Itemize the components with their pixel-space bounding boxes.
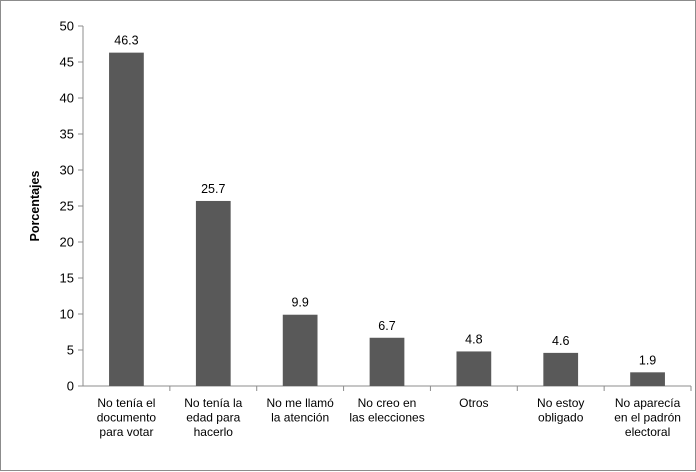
data-label: 9.9 xyxy=(291,296,308,310)
bar xyxy=(369,337,405,386)
x-category-label: No estoy xyxy=(537,396,584,410)
x-category-label: electoral xyxy=(625,425,670,439)
data-label: 4.6 xyxy=(552,334,569,348)
x-category-label: No tenía la xyxy=(184,396,242,410)
x-category-label: la atención xyxy=(271,411,329,425)
bar xyxy=(630,372,665,386)
bar xyxy=(543,352,579,386)
y-tick-label: 5 xyxy=(67,343,74,358)
data-label: 6.7 xyxy=(378,319,395,333)
y-tick-label: 10 xyxy=(60,307,74,322)
x-category-label: No me llamó xyxy=(266,396,334,410)
y-ticks: 0 5 10 15 20 25 30 35 40 45 50 xyxy=(60,19,83,394)
data-label: 46.3 xyxy=(114,34,138,48)
data-labels: 46.3 25.7 9.9 6.7 4.8 4.6 1.9 xyxy=(114,34,656,368)
x-category-label: No aparecía xyxy=(615,396,681,410)
data-label: 1.9 xyxy=(639,353,656,367)
x-category-label: No tenía el xyxy=(97,396,155,410)
bar xyxy=(282,314,318,386)
y-axis-label: Porcentajes xyxy=(28,171,42,242)
x-category-label: edad para xyxy=(186,411,240,425)
bar xyxy=(456,351,492,386)
data-label: 4.8 xyxy=(465,332,482,346)
data-label: 25.7 xyxy=(201,182,225,196)
x-category-label: Otros xyxy=(459,396,488,410)
x-category-label: documento xyxy=(97,411,157,425)
x-category-label: No creo en xyxy=(358,396,417,410)
bars xyxy=(109,52,692,391)
y-tick-label: 35 xyxy=(60,127,74,142)
y-tick-label: 40 xyxy=(60,91,74,106)
y-tick-label: 45 xyxy=(60,55,74,70)
bar xyxy=(195,200,231,386)
y-tick-label: 30 xyxy=(60,163,74,178)
y-tick-label: 15 xyxy=(60,271,74,286)
x-category-label: en el padrón xyxy=(614,411,681,425)
x-category-label: hacerlo xyxy=(194,425,234,439)
x-category-label: obligado xyxy=(538,411,584,425)
x-category-label: para votar xyxy=(99,425,153,439)
bar xyxy=(109,52,144,386)
x-category-label: las elecciones xyxy=(349,411,424,425)
y-tick-label: 20 xyxy=(60,235,74,250)
y-tick-label: 50 xyxy=(60,19,74,34)
y-tick-label: 0 xyxy=(67,379,74,394)
y-tick-label: 25 xyxy=(60,199,74,214)
